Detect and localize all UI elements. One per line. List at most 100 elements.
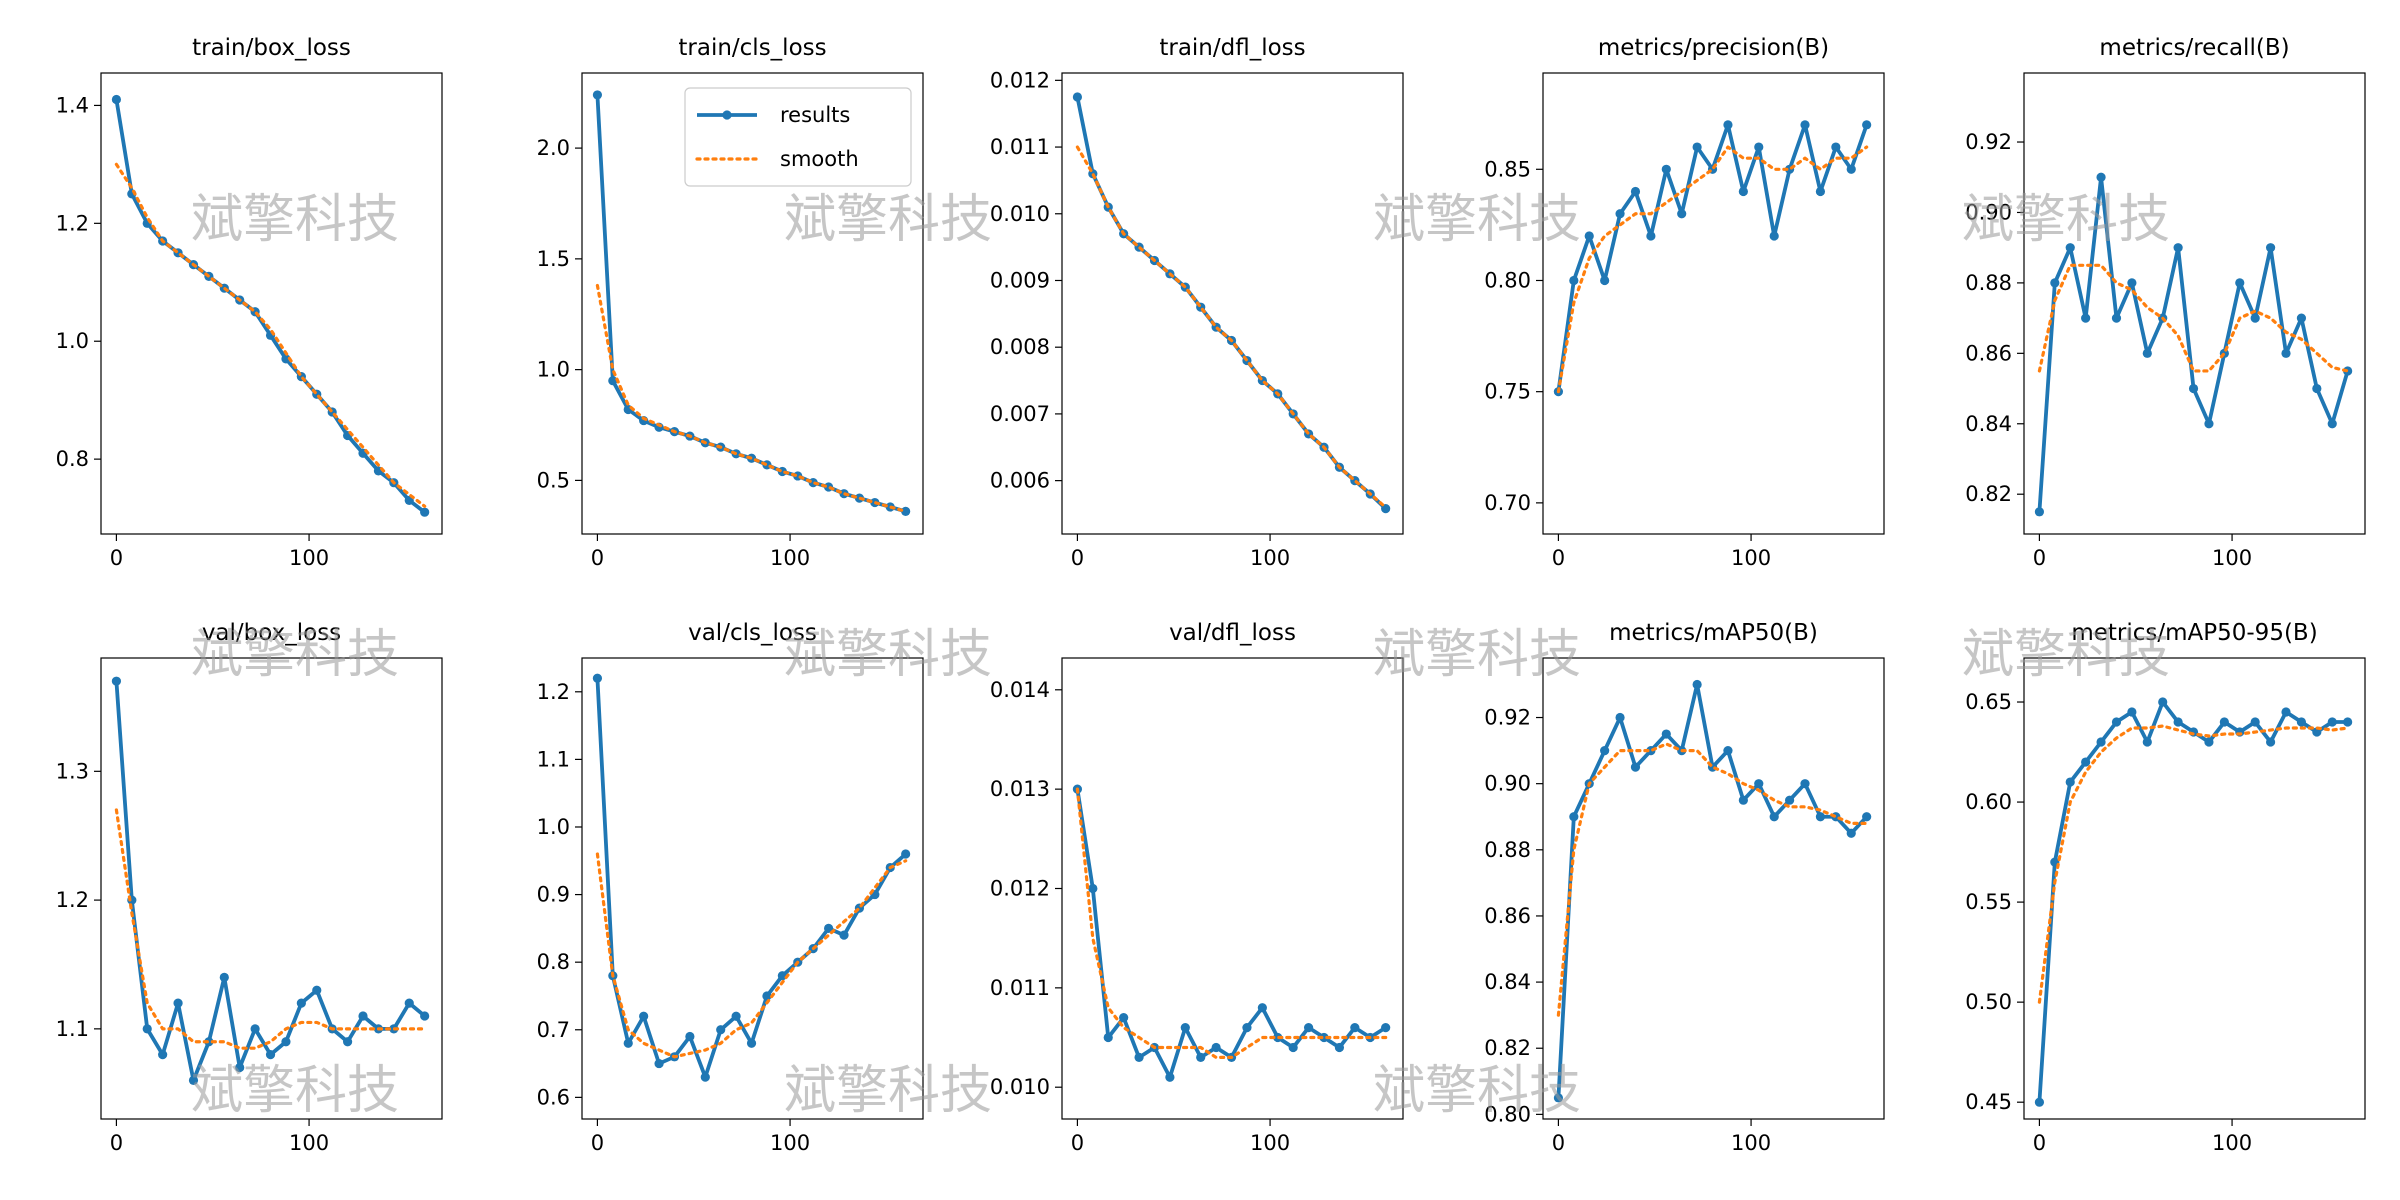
point xyxy=(1723,745,1733,756)
watermark: 斌擎科技 xyxy=(191,625,399,685)
point xyxy=(2096,737,2106,747)
y-tick-label: 1.3 xyxy=(56,759,89,783)
watermark: 斌擎科技 xyxy=(191,190,399,250)
results-line xyxy=(1075,96,1387,511)
point xyxy=(2296,313,2307,323)
x-tick-label: 0 xyxy=(1552,1131,1565,1155)
point xyxy=(1350,1022,1360,1033)
point xyxy=(420,1011,430,1021)
point xyxy=(1088,883,1098,894)
point xyxy=(1784,795,1795,805)
point xyxy=(2096,172,2106,182)
subplot-title: train/cls_loss xyxy=(678,35,826,61)
point xyxy=(1831,142,1841,152)
x-tick-label: 100 xyxy=(289,546,329,570)
point xyxy=(2204,737,2214,747)
point xyxy=(2219,717,2229,727)
y-tick-label: 0.80 xyxy=(1484,268,1531,292)
subplot-title: train/dfl_loss xyxy=(1159,35,1305,61)
point xyxy=(685,1031,695,1042)
y-tick-label: 0.85 xyxy=(1484,157,1531,181)
point xyxy=(901,506,911,517)
point xyxy=(1211,1042,1221,1053)
point xyxy=(1257,1003,1267,1013)
x-tick-label: 100 xyxy=(2212,546,2252,570)
y-tick-label: 0.82 xyxy=(1484,1036,1531,1060)
y-tick-label: 0.92 xyxy=(1484,706,1531,730)
x-tick-label: 0 xyxy=(110,1131,123,1155)
point xyxy=(746,1038,757,1048)
point xyxy=(1815,812,1826,822)
y-tick-label: 0.84 xyxy=(1484,970,1531,994)
point xyxy=(2188,383,2199,394)
axes-frame xyxy=(100,72,443,535)
point xyxy=(1569,275,1579,286)
point xyxy=(1862,812,1872,822)
y-tick-label: 1.0 xyxy=(537,815,570,839)
point xyxy=(2142,737,2152,747)
point xyxy=(1196,1052,1206,1063)
smooth-line xyxy=(1556,145,1869,394)
legend-box xyxy=(684,87,912,187)
y-tick-label: 1.0 xyxy=(537,358,570,382)
point xyxy=(2065,777,2075,787)
y-tick-label: 1.2 xyxy=(56,888,89,912)
y-tick-label: 1.2 xyxy=(537,680,570,704)
point xyxy=(1630,762,1641,772)
y-tick-label: 1.2 xyxy=(56,211,89,235)
point xyxy=(1738,795,1748,805)
point xyxy=(2158,697,2168,707)
y-tick-label: 0.010 xyxy=(990,1075,1050,1099)
point xyxy=(1615,712,1625,723)
point xyxy=(1600,745,1610,756)
x-tick-label: 100 xyxy=(1731,1131,1771,1155)
point xyxy=(823,923,834,933)
point xyxy=(404,998,414,1008)
point xyxy=(901,849,911,859)
y-tick-label: 0.006 xyxy=(990,469,1050,493)
y-tick-label: 0.90 xyxy=(1965,200,2012,224)
point xyxy=(1815,186,1826,197)
point xyxy=(839,930,849,940)
x-tick-label: 0 xyxy=(1552,546,1565,570)
watermark: 斌擎科技 xyxy=(191,1061,399,1121)
watermark: 斌擎科技 xyxy=(784,625,992,685)
point xyxy=(1846,828,1856,838)
point xyxy=(1661,729,1671,739)
point xyxy=(296,998,306,1008)
y-tick-label: 0.011 xyxy=(990,135,1050,159)
axes-frame xyxy=(100,657,443,1120)
point xyxy=(777,971,787,981)
watermark: 斌擎科技 xyxy=(1962,625,2170,685)
point xyxy=(420,507,430,517)
point xyxy=(358,1011,368,1021)
smooth-line xyxy=(595,852,908,1059)
point xyxy=(2065,243,2075,253)
x-tick-label: 100 xyxy=(1731,546,1771,570)
watermark: 斌擎科技 xyxy=(784,190,992,250)
point xyxy=(158,1050,168,1060)
point xyxy=(1242,1022,1252,1033)
axes-frame xyxy=(581,72,924,535)
y-tick-label: 0.75 xyxy=(1484,380,1531,404)
y-tick-label: 0.80 xyxy=(1484,1102,1531,1126)
point xyxy=(2265,737,2276,747)
watermark: 斌擎科技 xyxy=(1373,625,1581,685)
y-tick-label: 0.013 xyxy=(990,777,1050,801)
smooth-line xyxy=(1075,145,1388,509)
y-tick-label: 0.5 xyxy=(537,468,570,492)
point xyxy=(2204,419,2214,429)
point xyxy=(142,1024,152,1034)
subplot-title: val/dfl_loss xyxy=(1169,620,1296,646)
point xyxy=(1381,504,1391,514)
legend-label: smooth xyxy=(780,147,859,171)
y-tick-label: 0.65 xyxy=(1965,690,2012,714)
y-tick-label: 0.011 xyxy=(990,976,1050,1000)
smooth-line xyxy=(1556,742,1869,1017)
point xyxy=(1754,779,1764,789)
subplot-title: train/box_loss xyxy=(192,35,351,61)
point xyxy=(1646,231,1656,241)
x-tick-label: 100 xyxy=(770,546,810,570)
axes-frame xyxy=(1061,657,1404,1120)
results-line xyxy=(1075,788,1387,1080)
